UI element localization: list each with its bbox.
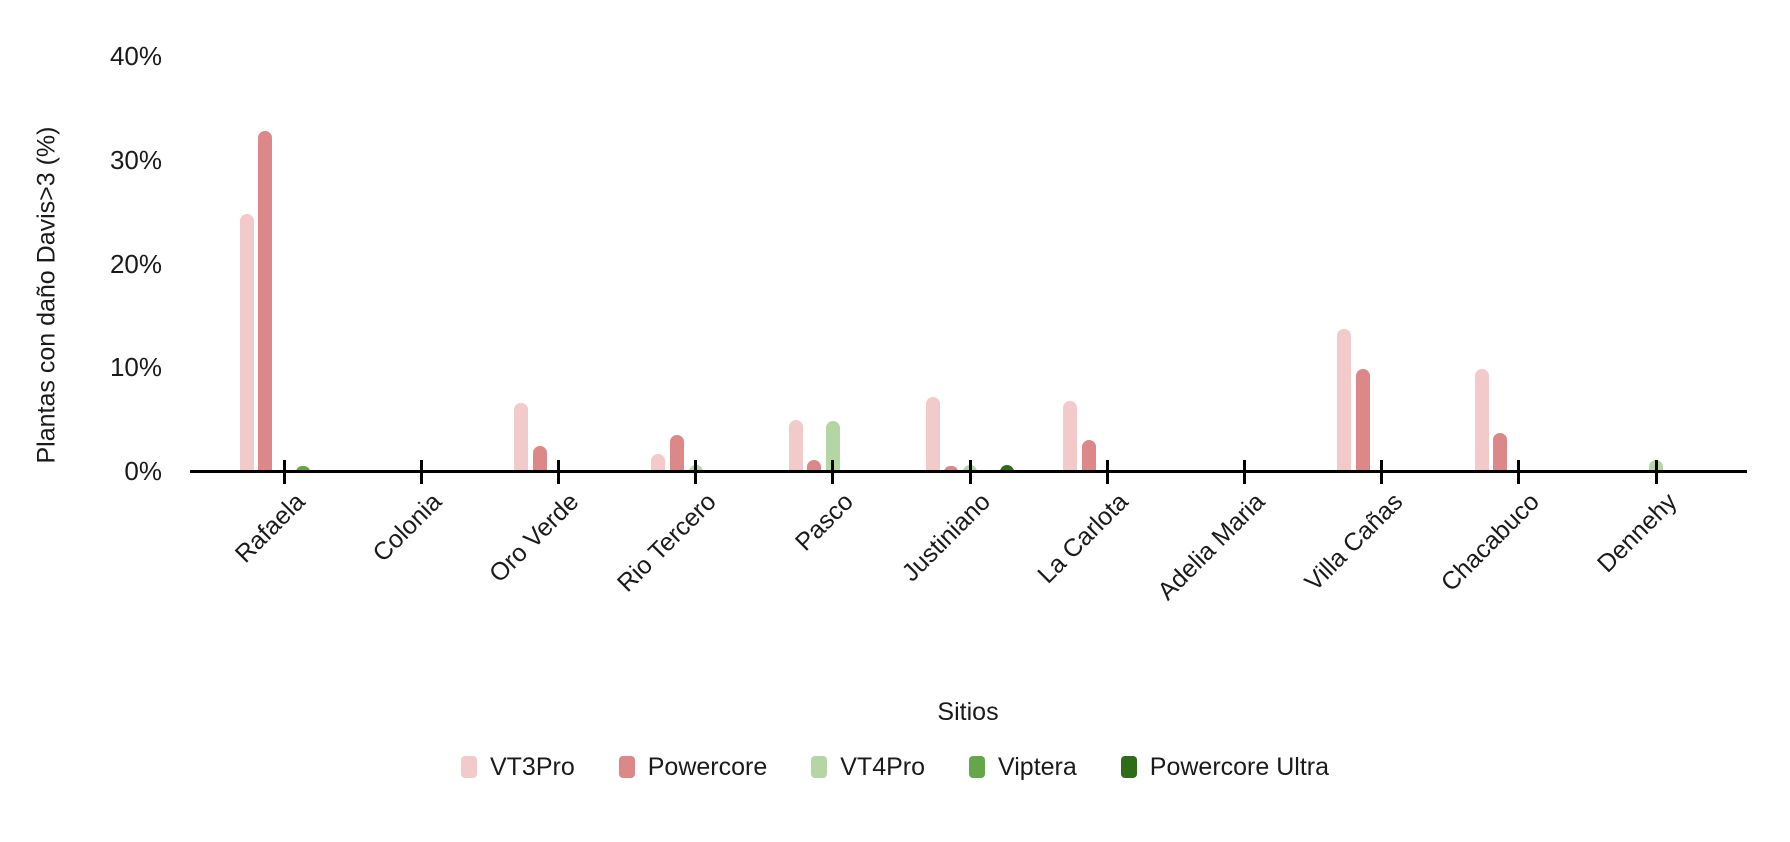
legend-swatch-icon (969, 756, 986, 778)
bar-vt3pro (925, 397, 940, 472)
bar-vt3pro (1474, 369, 1489, 472)
legend-item: VT3Pro (460, 752, 575, 782)
x-axis-tick (694, 460, 698, 484)
bar-powercore (258, 130, 273, 472)
bar-viptera (295, 465, 310, 472)
bar-vt4pro (825, 421, 840, 472)
y-axis-tick-label: 30% (109, 144, 162, 175)
y-axis-tick-label: 0% (124, 456, 162, 486)
legend-item: Viptera (969, 752, 1077, 782)
x-axis-category-label: Rio Tercero (612, 487, 722, 598)
x-axis-tick (282, 460, 286, 484)
bar-vt3pro (651, 454, 666, 472)
x-axis-category-label: Adelia Maria (1152, 487, 1271, 606)
x-axis-title: Sitios (937, 698, 999, 726)
bar-vt3pro (788, 420, 803, 472)
bar-powercore (670, 434, 684, 472)
y-axis-tick-label: 20% (109, 248, 162, 279)
y-axis-tick-label: 40% (109, 41, 162, 71)
bar-vt3pro (1063, 401, 1077, 472)
x-axis-category-label: Dennehy (1591, 487, 1683, 579)
x-axis-category-label: Justiniano (896, 487, 997, 587)
bar-powercore (1493, 432, 1508, 472)
y-axis-tick-label: 10% (109, 352, 162, 383)
x-axis-category-label: Rafaela (229, 487, 311, 569)
bar-vt3pro (1337, 328, 1352, 472)
legend-item: Powercore (618, 752, 768, 782)
x-axis-category-label: Colonia (367, 487, 448, 568)
legend-swatch-icon (460, 756, 477, 778)
legend-item: Powercore Ultra (1120, 752, 1330, 782)
legend: VT3Pro Powercore VT4Pro Viptera Powercore Ul… (0, 752, 1790, 782)
x-axis-tick (968, 460, 972, 484)
x-axis-tick (419, 460, 423, 484)
x-axis-category-label: Oro Verde (484, 487, 585, 588)
x-axis-category-label: Chacabuco (1435, 487, 1546, 597)
legend-label: Powercore (647, 753, 768, 781)
bar-powercore (532, 446, 547, 472)
x-axis-tick (1517, 460, 1521, 484)
x-axis-category-label: La Carlota (1032, 487, 1134, 589)
bar-vt3pro (514, 402, 529, 472)
x-axis-category-label: Pasco (790, 487, 860, 557)
legend-label: Viptera (998, 753, 1077, 781)
bar-powercore (1356, 369, 1370, 472)
legend-swatch-icon (618, 756, 635, 778)
legend-label: VT3Pro (489, 753, 575, 781)
bar-powercore (807, 459, 822, 472)
legend-label: Powercore Ultra (1149, 753, 1330, 781)
x-axis-tick (556, 460, 560, 484)
bar-powercore (1081, 439, 1096, 472)
bar-vt3pro (239, 213, 254, 472)
x-axis-tick (831, 460, 835, 484)
legend-item: VT4Pro (811, 752, 925, 782)
x-axis-tick (1105, 460, 1109, 484)
x-axis-tick (1654, 460, 1658, 484)
x-axis-tick (1380, 460, 1384, 484)
legend-label: VT4Pro (840, 753, 926, 781)
bar-powercore-ultra (1000, 464, 1015, 472)
x-axis-tick (1242, 460, 1246, 484)
bar-powercore (944, 465, 959, 472)
legend-swatch-icon (811, 756, 828, 778)
legend-swatch-icon (1120, 756, 1137, 778)
x-axis-category-label: Villa Cañas (1299, 487, 1408, 597)
